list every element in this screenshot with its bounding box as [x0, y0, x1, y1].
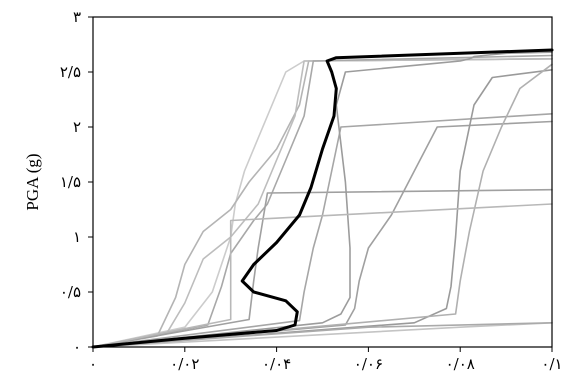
series-line-7	[92, 51, 553, 348]
series-line-10	[92, 63, 553, 348]
y-tick-label: ۲	[73, 118, 81, 136]
x-tick-label: ۰	[89, 355, 97, 373]
series-line-2	[92, 57, 553, 348]
y-tick-label: ۰	[73, 338, 81, 356]
y-tick-label: ۳	[73, 8, 81, 26]
plot-frame	[92, 16, 553, 348]
series-line-8	[92, 120, 553, 348]
x-tick-label: ۰/۰۴	[262, 355, 291, 373]
y-tick-label: ۱/۵	[60, 173, 81, 191]
series-line-13	[92, 203, 553, 348]
y-axis-title: PGA (g)	[23, 153, 42, 210]
series-line-12	[92, 321, 553, 348]
series-line-4	[92, 54, 553, 348]
series-line-3	[92, 57, 553, 348]
series-line-9	[92, 69, 553, 348]
y-tick-label: ۰/۵	[60, 283, 81, 301]
series-line-5	[92, 188, 553, 348]
series-layer	[91, 48, 554, 349]
x-tick-label: ۰/۰۲	[170, 355, 199, 373]
series-line-1	[92, 57, 553, 348]
y-tick-label: ۱	[73, 228, 81, 246]
y-tick-label: ۲/۵	[60, 63, 81, 81]
x-tick-label: ۰/۱	[541, 355, 562, 373]
x-tick-label: ۰/۰۶	[354, 355, 383, 373]
series-line-main	[91, 48, 554, 349]
tick-layer: ۰ ۰/۰۲ ۰/۰۴ ۰/۰۶ ۰/۰۸ ۰/۱ ۰ ۰/۵ ۱ ۱/۵ ۲ ۲/۵ ۳	[60, 8, 563, 373]
x-tick-label: ۰/۰۸	[446, 355, 475, 373]
